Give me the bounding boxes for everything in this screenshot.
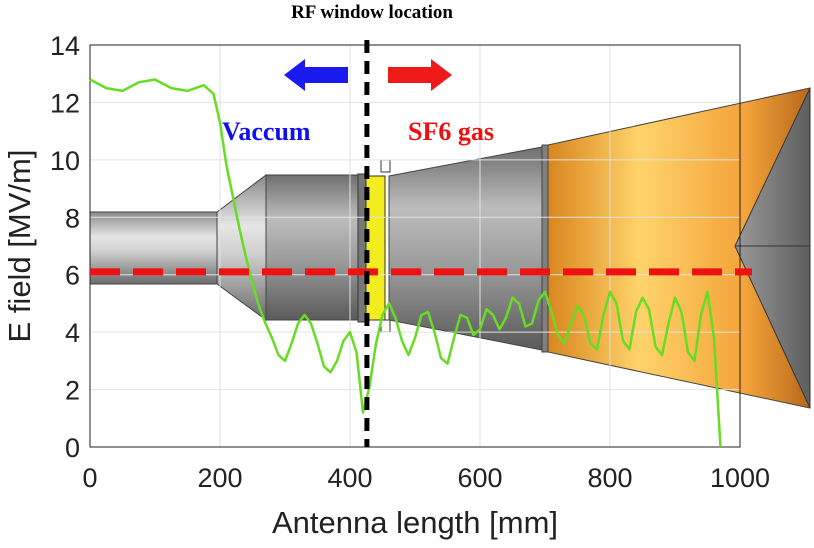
- y-tick-label: 14: [50, 31, 80, 61]
- gas-arrow-icon: [388, 59, 452, 91]
- y-tick-label: 0: [65, 433, 80, 463]
- series-layer: [89, 78, 722, 448]
- axes-frame: [89, 44, 741, 448]
- y-tick-label: 8: [65, 203, 80, 233]
- y-tick-label: 6: [65, 261, 80, 291]
- x-tick-label: 1000: [710, 463, 770, 493]
- x-tick-label: 400: [327, 463, 372, 493]
- e-field-series-line: [89, 78, 722, 448]
- vacuum-label: Vaccum: [222, 117, 311, 146]
- y-tick-labels: 0 2 4 6 8 10 12 14: [50, 31, 80, 463]
- x-tick-label: 200: [197, 463, 242, 493]
- x-tick-label: 800: [587, 463, 632, 493]
- chart-title: RF window location: [291, 2, 453, 23]
- sf6-gas-label: SF6 gas: [408, 117, 494, 146]
- y-axis-label: E field [MV/m]: [2, 150, 37, 343]
- antenna-illustration: [89, 87, 811, 409]
- x-tick-labels: 0 200 400 600 800 1000: [82, 463, 770, 493]
- y-tick-label: 12: [50, 88, 80, 118]
- x-tick-label: 0: [82, 463, 97, 493]
- y-tick-label: 10: [50, 146, 80, 176]
- y-tick-label: 4: [65, 318, 80, 348]
- x-axis-label: Antenna length [mm]: [272, 505, 558, 540]
- y-tick-label: 2: [65, 376, 80, 406]
- x-tick-label: 600: [457, 463, 502, 493]
- vacuum-arrow-icon: [284, 59, 348, 91]
